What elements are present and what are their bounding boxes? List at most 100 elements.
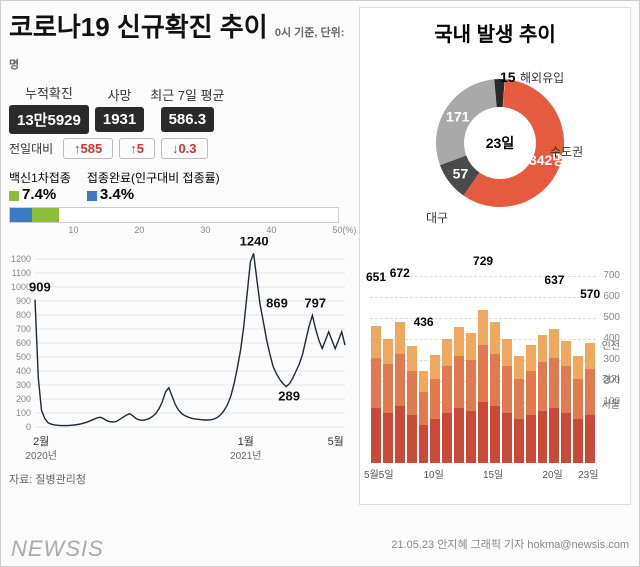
- stacked-bar-anno: 729: [473, 254, 493, 268]
- stacked-bar-segment: [478, 310, 488, 345]
- svg-text:700: 700: [16, 324, 31, 334]
- stacked-bar-segment: [585, 415, 595, 463]
- svg-text:909: 909: [29, 280, 51, 295]
- stat-value: 13만5929: [9, 105, 89, 134]
- vaccine-tick: 10: [68, 225, 78, 235]
- stacked-bar-segment: [454, 327, 464, 356]
- stacked-bar-anno: 637: [544, 273, 564, 287]
- delta-row: 전일대비 ↑585↑5↓0.3: [9, 138, 349, 159]
- stacked-bar-segment: [395, 322, 405, 354]
- title-text: 코로나19 신규확진 추이: [9, 12, 268, 42]
- left-panel: 코로나19 신규확진 추이 0시 기준, 단위:명 누적확진 13만5929사망…: [9, 7, 349, 487]
- vaccine-swatch: [9, 191, 19, 201]
- svg-text:800: 800: [16, 310, 31, 320]
- stacked-bar-segment: [490, 406, 500, 463]
- donut-segment-label: 대구: [426, 209, 448, 226]
- donut-chart: 342명5717123일수도권대구해외유입15: [370, 53, 620, 233]
- svg-text:200: 200: [16, 394, 31, 404]
- stat-label: 사망: [95, 85, 144, 104]
- source-label: 자료: 질병관리청: [9, 471, 349, 487]
- stacked-bar-chart: 1002003004005006007006516724367296375705…: [370, 237, 620, 477]
- stacked-bar-segment: [538, 335, 548, 362]
- stacked-xtick: 15일: [483, 466, 503, 481]
- svg-text:171: 171: [446, 108, 470, 124]
- stat-label: 누적확진: [9, 83, 89, 102]
- stacked-bar-segment: [454, 356, 464, 409]
- stacked-bar-segment: [466, 360, 476, 410]
- svg-text:869: 869: [266, 295, 288, 310]
- vaccine-item-1: 접종완료(인구대비 접종률)3.4%: [87, 169, 220, 203]
- stacked-bar-segment: [383, 364, 393, 412]
- stacked-bar-segment: [371, 408, 381, 463]
- stacked-legend: 경기: [602, 371, 620, 386]
- vaccine-item-0: 백신1차접종7.4%: [9, 169, 71, 203]
- svg-text:23일: 23일: [486, 135, 514, 151]
- stacked-bar-segment: [573, 419, 583, 463]
- stacked-bar-segment: [490, 322, 500, 354]
- stacked-bar-segment: [466, 411, 476, 464]
- svg-text:500: 500: [16, 352, 31, 362]
- stacked-bar-segment: [585, 369, 595, 415]
- footer: NEWSIS 21.05.23 안지혜 그래픽 기자 hokma@newsis.…: [1, 536, 639, 562]
- stacked-bar-segment: [549, 329, 559, 358]
- stacked-xtick: 10일: [423, 466, 443, 481]
- svg-text:1100: 1100: [12, 268, 31, 278]
- stacked-bar-segment: [371, 358, 381, 408]
- vaccine-tick: 20: [134, 225, 144, 235]
- stacked-bar-segment: [502, 366, 512, 412]
- stacked-bar-segment: [514, 356, 524, 379]
- stacked-bar-segment: [466, 333, 476, 360]
- right-panel: 국내 발생 추이 342명5717123일수도권대구해외유입15 1002003…: [359, 7, 631, 505]
- stacked-bar-segment: [383, 413, 393, 463]
- vaccine-legend-row: 백신1차접종7.4% 접종완료(인구대비 접종률)3.4%: [9, 169, 349, 203]
- svg-text:600: 600: [16, 338, 31, 348]
- stacked-bar-segment: [514, 419, 524, 463]
- stacked-bar-segment: [502, 413, 512, 463]
- stacked-bar-segment: [526, 415, 536, 463]
- stacked-legend: 서울: [602, 396, 620, 411]
- delta-box-1: ↑5: [119, 138, 155, 159]
- stacked-bar-segment: [407, 415, 417, 463]
- svg-text:289: 289: [278, 389, 300, 404]
- donut-segment-value: 15: [500, 69, 516, 85]
- footer-credit: 21.05.23 안지혜 그래픽 기자 hokma@newsis.com: [391, 536, 629, 562]
- stacked-bar-segment: [383, 339, 393, 364]
- stacked-ytick: 600: [603, 291, 620, 302]
- stacked-bar-segment: [538, 411, 548, 464]
- svg-text:100: 100: [16, 408, 31, 418]
- vaccine-tick: 40: [266, 225, 276, 235]
- stat-col-0: 누적확진 13만5929: [9, 83, 89, 134]
- cases-line-chart: 0100200300400500600700800900100011001200…: [9, 237, 349, 467]
- stacked-bar-segment: [573, 356, 583, 379]
- stacked-bar-segment: [502, 339, 512, 366]
- vaccine-progress-bar: [9, 207, 339, 223]
- stacked-bar-segment: [430, 379, 440, 419]
- stat-value: 1931: [95, 107, 144, 132]
- vaccine-pct: 7.4%: [22, 186, 56, 203]
- stat-col-1: 사망 1931: [95, 85, 144, 132]
- donut-segment-label: 수도권: [550, 143, 583, 160]
- stacked-bar-segment: [442, 413, 452, 463]
- svg-text:5월: 5월: [328, 435, 344, 448]
- svg-text:1월: 1월: [238, 435, 254, 448]
- footer-logo: NEWSIS: [11, 536, 104, 562]
- svg-text:0: 0: [26, 422, 31, 432]
- stacked-bar-segment: [442, 366, 452, 412]
- stacked-bar-segment: [478, 402, 488, 463]
- stacked-xtick: 23일: [578, 466, 598, 481]
- stacked-bar-segment: [442, 339, 452, 366]
- stacked-bar-segment: [395, 406, 405, 463]
- main-title: 코로나19 신규확진 추이 0시 기준, 단위:명: [9, 7, 349, 75]
- stacked-xtick: 20일: [542, 466, 562, 481]
- svg-text:797: 797: [304, 295, 326, 310]
- stacked-bar-segment: [407, 371, 417, 415]
- svg-text:1200: 1200: [11, 254, 31, 264]
- stacked-bar-segment: [430, 419, 440, 463]
- stacked-bar-anno: 651: [366, 270, 386, 284]
- stacked-bar-segment: [407, 346, 417, 370]
- donut-segment-label: 해외유입: [520, 69, 564, 86]
- stacked-bar-segment: [419, 371, 429, 391]
- stacked-xtick: 5월5일: [364, 466, 394, 481]
- stacked-bar-segment: [419, 392, 429, 426]
- svg-text:57: 57: [453, 166, 469, 182]
